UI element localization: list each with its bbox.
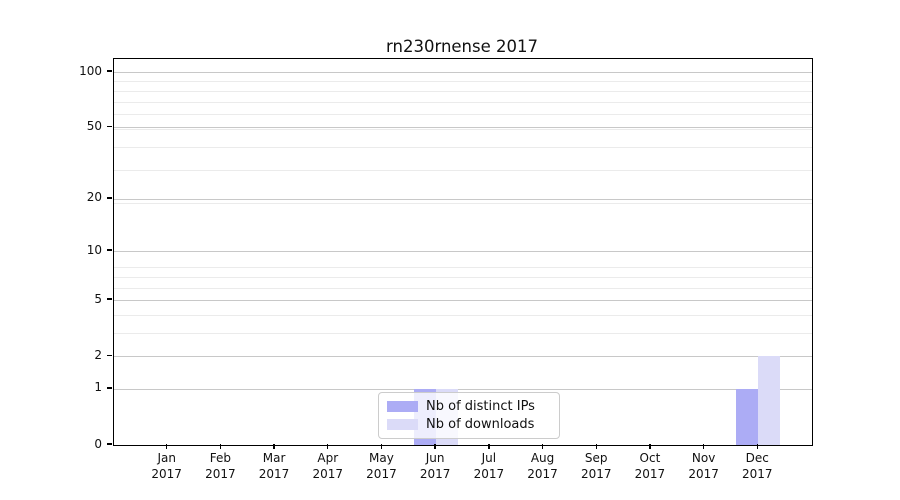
x-tick-mark [488, 444, 490, 449]
downloads-swatch-icon [387, 419, 418, 430]
major-gridline [114, 127, 812, 129]
minor-gridline [114, 81, 812, 83]
major-gridline [114, 388, 812, 390]
y-tick-mark [107, 249, 112, 251]
x-tick-label: Aug 2017 [527, 451, 558, 481]
y-tick-mark [107, 197, 112, 199]
minor-gridline [114, 332, 812, 334]
x-tick-mark [327, 444, 329, 449]
minor-gridline [114, 90, 812, 92]
x-tick-mark [756, 444, 758, 449]
legend-entry-distinct-ips: Nb of distinct IPs [387, 399, 551, 414]
x-tick-mark [595, 444, 597, 449]
major-gridline [114, 300, 812, 302]
minor-gridline [114, 101, 812, 103]
x-tick-mark [165, 444, 168, 449]
minor-gridline [114, 146, 812, 148]
y-tick-label: 10 [86, 242, 102, 257]
y-tick-label: 5 [94, 291, 102, 306]
x-tick-label: Mar 2017 [258, 451, 290, 481]
x-tick-label: Nov 2017 [688, 451, 719, 481]
x-tick-label: Sep 2017 [580, 451, 612, 481]
x-tick-mark [273, 444, 275, 449]
minor-gridline [114, 114, 812, 116]
minor-gridline [114, 314, 812, 316]
plot-area: Nb of distinct IPs Nb of downloads [113, 58, 813, 446]
y-tick-label: 1 [94, 380, 102, 395]
y-tick-label: 20 [86, 190, 102, 205]
x-tick-mark [380, 444, 383, 449]
y-tick-mark [107, 443, 112, 445]
major-gridline [114, 72, 812, 73]
y-tick-label: 0 [94, 436, 102, 451]
y-tick-label: 2 [94, 347, 102, 362]
y-tick-label: 100 [79, 63, 102, 78]
minor-gridline [114, 128, 812, 130]
minor-gridline [114, 267, 812, 269]
x-tick-mark [541, 444, 544, 449]
minor-gridline [114, 202, 812, 204]
legend-label: Nb of downloads [426, 417, 535, 432]
x-tick-mark [219, 444, 222, 449]
major-gridline [114, 356, 812, 358]
minor-gridline [114, 276, 812, 278]
distinct-ips-swatch-icon [387, 401, 418, 412]
x-tick-label: Dec 2017 [742, 451, 773, 481]
legend-label: Nb of distinct IPs [426, 399, 535, 414]
y-tick-mark [107, 70, 112, 72]
y-tick-mark [107, 354, 112, 356]
minor-gridline [114, 170, 812, 172]
y-tick-label: 50 [86, 118, 102, 133]
y-tick-mark [107, 387, 112, 389]
major-gridline [114, 251, 812, 253]
minor-gridline [114, 287, 812, 289]
bar-distinct-ips [736, 388, 759, 445]
x-tick-label: Feb 2017 [205, 451, 236, 481]
bar-downloads [758, 356, 781, 445]
x-tick-label: Jul 2017 [473, 451, 505, 481]
x-tick-label: Oct 2017 [634, 451, 666, 481]
x-tick-mark [434, 444, 436, 449]
x-tick-label: Apr 2017 [312, 451, 344, 481]
x-tick-label: Jun 2017 [419, 451, 451, 481]
chart-title: rn230rnense 2017 [386, 37, 538, 56]
y-tick-mark [107, 298, 112, 300]
x-tick-label: Jan 2017 [151, 451, 182, 481]
y-tick-mark [107, 125, 112, 127]
x-tick-mark [702, 444, 705, 449]
legend-entry-downloads: Nb of downloads [387, 417, 551, 432]
x-tick-label: May 2017 [366, 451, 397, 481]
major-gridline [114, 198, 812, 200]
legend: Nb of distinct IPs Nb of downloads [378, 392, 560, 439]
x-tick-mark [649, 444, 651, 449]
